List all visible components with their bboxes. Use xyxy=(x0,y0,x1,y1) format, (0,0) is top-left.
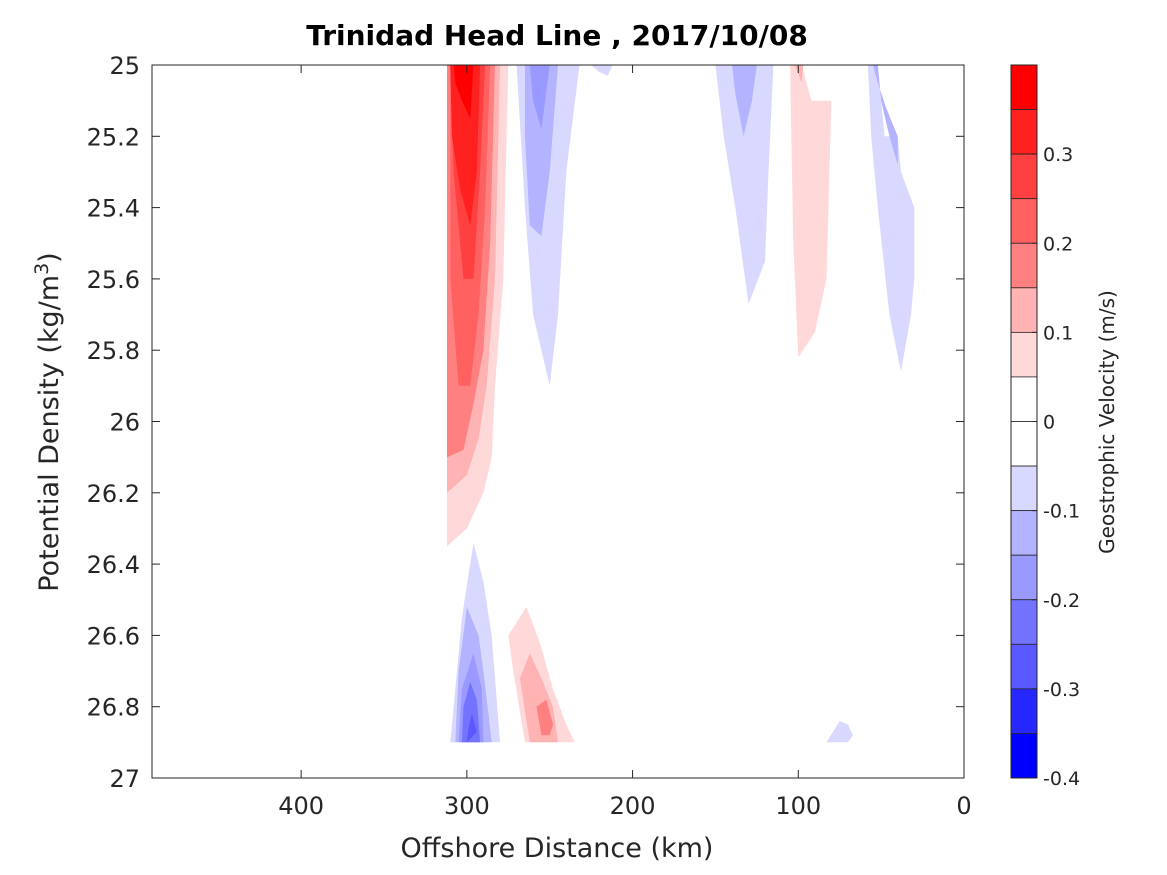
contour-region-5 xyxy=(450,65,481,226)
y-tick-label-7: 26.4 xyxy=(87,551,140,579)
chart-title: Trinidad Head Line , 2017/10/08 xyxy=(306,19,808,52)
colorbar-bin-1 xyxy=(1010,109,1038,155)
y-tick-label-1: 25.2 xyxy=(87,123,140,151)
contour-region-21 xyxy=(466,713,477,743)
colorbar-bin-5 xyxy=(1010,287,1038,333)
contour-region-14 xyxy=(795,65,804,83)
colorbar-tick-label-7: -0.4 xyxy=(1043,768,1080,790)
colorbar-bin-6 xyxy=(1010,331,1038,378)
contour-region-25 xyxy=(826,721,853,743)
colorbar: 0.3 0.2 0.1 0 -0.1 -0.2 -0.3 -0.4 xyxy=(1010,64,1080,790)
contour-region-16 xyxy=(872,65,898,165)
contour-plot-area xyxy=(447,65,915,743)
contour-region-8 xyxy=(524,65,558,237)
colorbar-bin-8 xyxy=(1010,421,1038,467)
colorbar-bin-11 xyxy=(1010,554,1038,601)
colorbar-tick-label-6: -0.3 xyxy=(1043,679,1080,701)
colorbar-bin-4 xyxy=(1010,242,1038,289)
colorbar-bin-15 xyxy=(1010,733,1038,779)
contour-region-11 xyxy=(715,65,774,304)
y-axis-label: Potential Density (kg/m3) xyxy=(31,252,65,591)
contour-region-20 xyxy=(461,681,481,743)
y-tick-label-6: 26.2 xyxy=(87,480,140,508)
contour-region-9 xyxy=(529,65,550,130)
contour-region-13 xyxy=(790,65,832,358)
colorbar-tick-label-3: 0 xyxy=(1043,412,1055,434)
colorbar-bin-9 xyxy=(1010,465,1038,512)
colorbar-tick-label-1: 0.2 xyxy=(1043,233,1073,255)
y-tick-label-8: 26.6 xyxy=(87,622,140,650)
y-tick-label-0: 25 xyxy=(109,52,140,80)
colorbar-bin-14 xyxy=(1010,688,1038,734)
x-axis-label: Offshore Distance (km) xyxy=(401,833,714,864)
colorbar-tick-label-5: -0.2 xyxy=(1043,590,1080,612)
colorbar-bin-13 xyxy=(1010,643,1038,690)
contour-region-6 xyxy=(453,65,474,119)
colorbar-bin-10 xyxy=(1010,510,1038,556)
y-axis-label-base: Potential Density (kg/m xyxy=(34,275,65,592)
colorbar-bin-0 xyxy=(1010,64,1038,110)
y-tick-label-9: 26.8 xyxy=(87,694,140,722)
y-tick-label-2: 25.4 xyxy=(87,195,140,223)
x-tick-label-3: 100 xyxy=(775,792,821,820)
contour-region-12 xyxy=(732,65,757,137)
colorbar-tick-label-0: 0.3 xyxy=(1043,144,1073,166)
x-tick-label-0: 400 xyxy=(278,792,324,820)
y-axis-label-superscript: 3 xyxy=(31,263,53,275)
contour-region-15 xyxy=(867,65,915,372)
colorbar-tick-label-2: 0.1 xyxy=(1043,322,1073,344)
y-tick-label-3: 25.6 xyxy=(87,266,140,294)
contour-region-10 xyxy=(591,65,613,76)
axes: 25 25.2 25.4 25.6 25.8 26 26.2 26.4 26.6 26.8 27 40… xyxy=(87,52,972,820)
colorbar-bin-3 xyxy=(1010,198,1038,244)
colorbar-bin-2 xyxy=(1010,153,1038,200)
y-tick-label-4: 25.8 xyxy=(87,337,140,365)
y-tick-label-10: 27 xyxy=(109,765,140,793)
y-axis-label-end: ) xyxy=(34,252,65,263)
colorbar-bin-12 xyxy=(1010,599,1038,645)
x-tick-label-2: 200 xyxy=(610,792,656,820)
colorbar-label: Geostrophic Velocity (m/s) xyxy=(1095,290,1119,554)
colorbar-tick-label-4: -0.1 xyxy=(1043,501,1080,523)
x-tick-label-1: 300 xyxy=(444,792,490,820)
y-tick-label-5: 26 xyxy=(109,409,140,437)
contour-region-24 xyxy=(536,699,553,736)
x-tick-label-4: 0 xyxy=(956,792,971,820)
colorbar-bin-7 xyxy=(1010,376,1038,422)
